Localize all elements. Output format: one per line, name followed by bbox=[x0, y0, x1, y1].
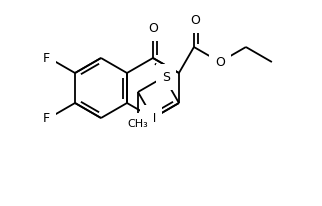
Text: N: N bbox=[146, 111, 156, 124]
Text: O: O bbox=[215, 56, 225, 69]
Text: CH₃: CH₃ bbox=[128, 119, 148, 129]
Text: S: S bbox=[162, 70, 170, 83]
Text: F: F bbox=[43, 111, 50, 124]
Text: O: O bbox=[190, 14, 200, 27]
Text: F: F bbox=[43, 52, 50, 64]
Text: O: O bbox=[148, 21, 158, 34]
